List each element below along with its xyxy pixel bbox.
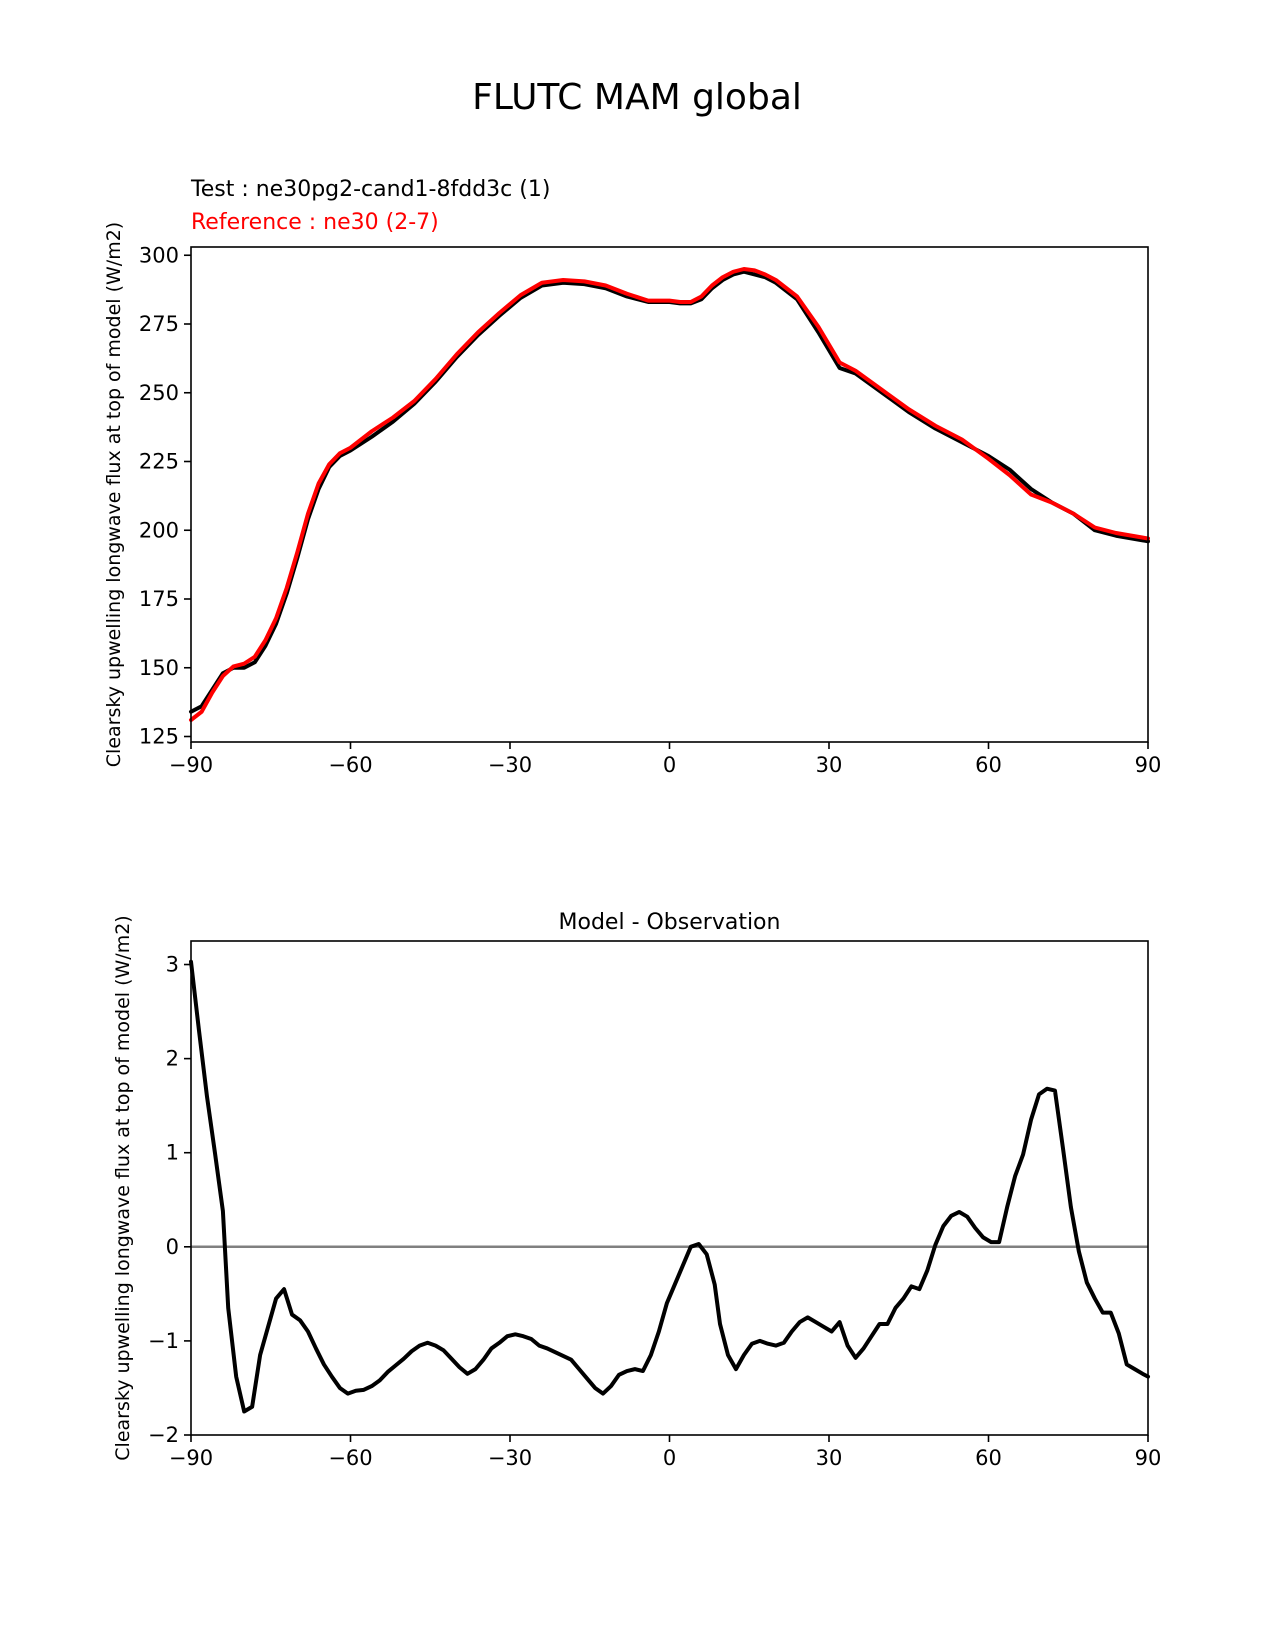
bottom-panel-ytick-label: 0 bbox=[166, 1235, 179, 1259]
bottom-panel-xtick-label: 0 bbox=[663, 1446, 676, 1470]
bottom-panel-xtick-label: −60 bbox=[328, 1446, 372, 1470]
figure-title: FLUTC MAM global bbox=[472, 77, 802, 118]
bottom-panel-xtick-label: 60 bbox=[975, 1446, 1002, 1470]
top-panel-xtick-label: −60 bbox=[328, 753, 372, 777]
top-panel-ytick-label: 125 bbox=[139, 725, 179, 749]
test-label: Test : ne30pg2-cand1-8fdd3c (1) bbox=[190, 177, 550, 202]
reference-label: Reference : ne30 (2-7) bbox=[191, 210, 439, 235]
bottom-panel: Model - Observation −90 −60 −30 0 30 60 90 −2 −1 0… bbox=[112, 910, 1161, 1470]
top-panel-xtick-label: 60 bbox=[975, 753, 1002, 777]
bottom-panel-xtick-label: 30 bbox=[816, 1446, 843, 1470]
bottom-panel-xtick-label: 90 bbox=[1135, 1446, 1162, 1470]
top-panel-xtick-label: 30 bbox=[816, 753, 843, 777]
top-panel-xtick-label: −30 bbox=[488, 753, 532, 777]
top-panel-ytick-label: 300 bbox=[139, 243, 179, 267]
top-panel-xtick-label: 0 bbox=[663, 753, 676, 777]
top-panel-ytick-label: 225 bbox=[139, 450, 179, 474]
bottom-panel-series-model-observation bbox=[189, 959, 1150, 1414]
bottom-panel-ytick-label: 1 bbox=[166, 1141, 179, 1165]
top-panel-ytick-label: 175 bbox=[139, 587, 179, 611]
top-panel-ytick-label: 275 bbox=[139, 312, 179, 336]
top-panel-ytick-label: 250 bbox=[139, 381, 179, 405]
bottom-panel-ytick-label: −2 bbox=[148, 1423, 179, 1447]
bottom-panel-ytick-label: −1 bbox=[148, 1329, 179, 1353]
bottom-panel-ytick-label: 3 bbox=[166, 953, 179, 977]
top-panel-ytick-label: 150 bbox=[139, 656, 179, 680]
top-panel-ylabel: Clearsky upwelling longwave flux at top … bbox=[103, 222, 125, 767]
bottom-panel-ytick-label: 2 bbox=[166, 1047, 179, 1071]
bottom-panel-ylabel: Clearsky upwelling longwave flux at top … bbox=[112, 915, 134, 1460]
top-panel-xtick-label: 90 bbox=[1135, 753, 1162, 777]
top-panel: −90 −60 −30 0 30 60 90 125 150 175 200 225 250 275 300… bbox=[103, 222, 1161, 777]
bottom-panel-xtick-label: −30 bbox=[488, 1446, 532, 1470]
bottom-panel-title: Model - Observation bbox=[559, 910, 781, 935]
top-panel-series-reference bbox=[189, 267, 1150, 722]
top-panel-xtick-label: −90 bbox=[169, 753, 213, 777]
bottom-panel-xtick-label: −90 bbox=[169, 1446, 213, 1470]
top-panel-ytick-label: 200 bbox=[139, 518, 179, 542]
